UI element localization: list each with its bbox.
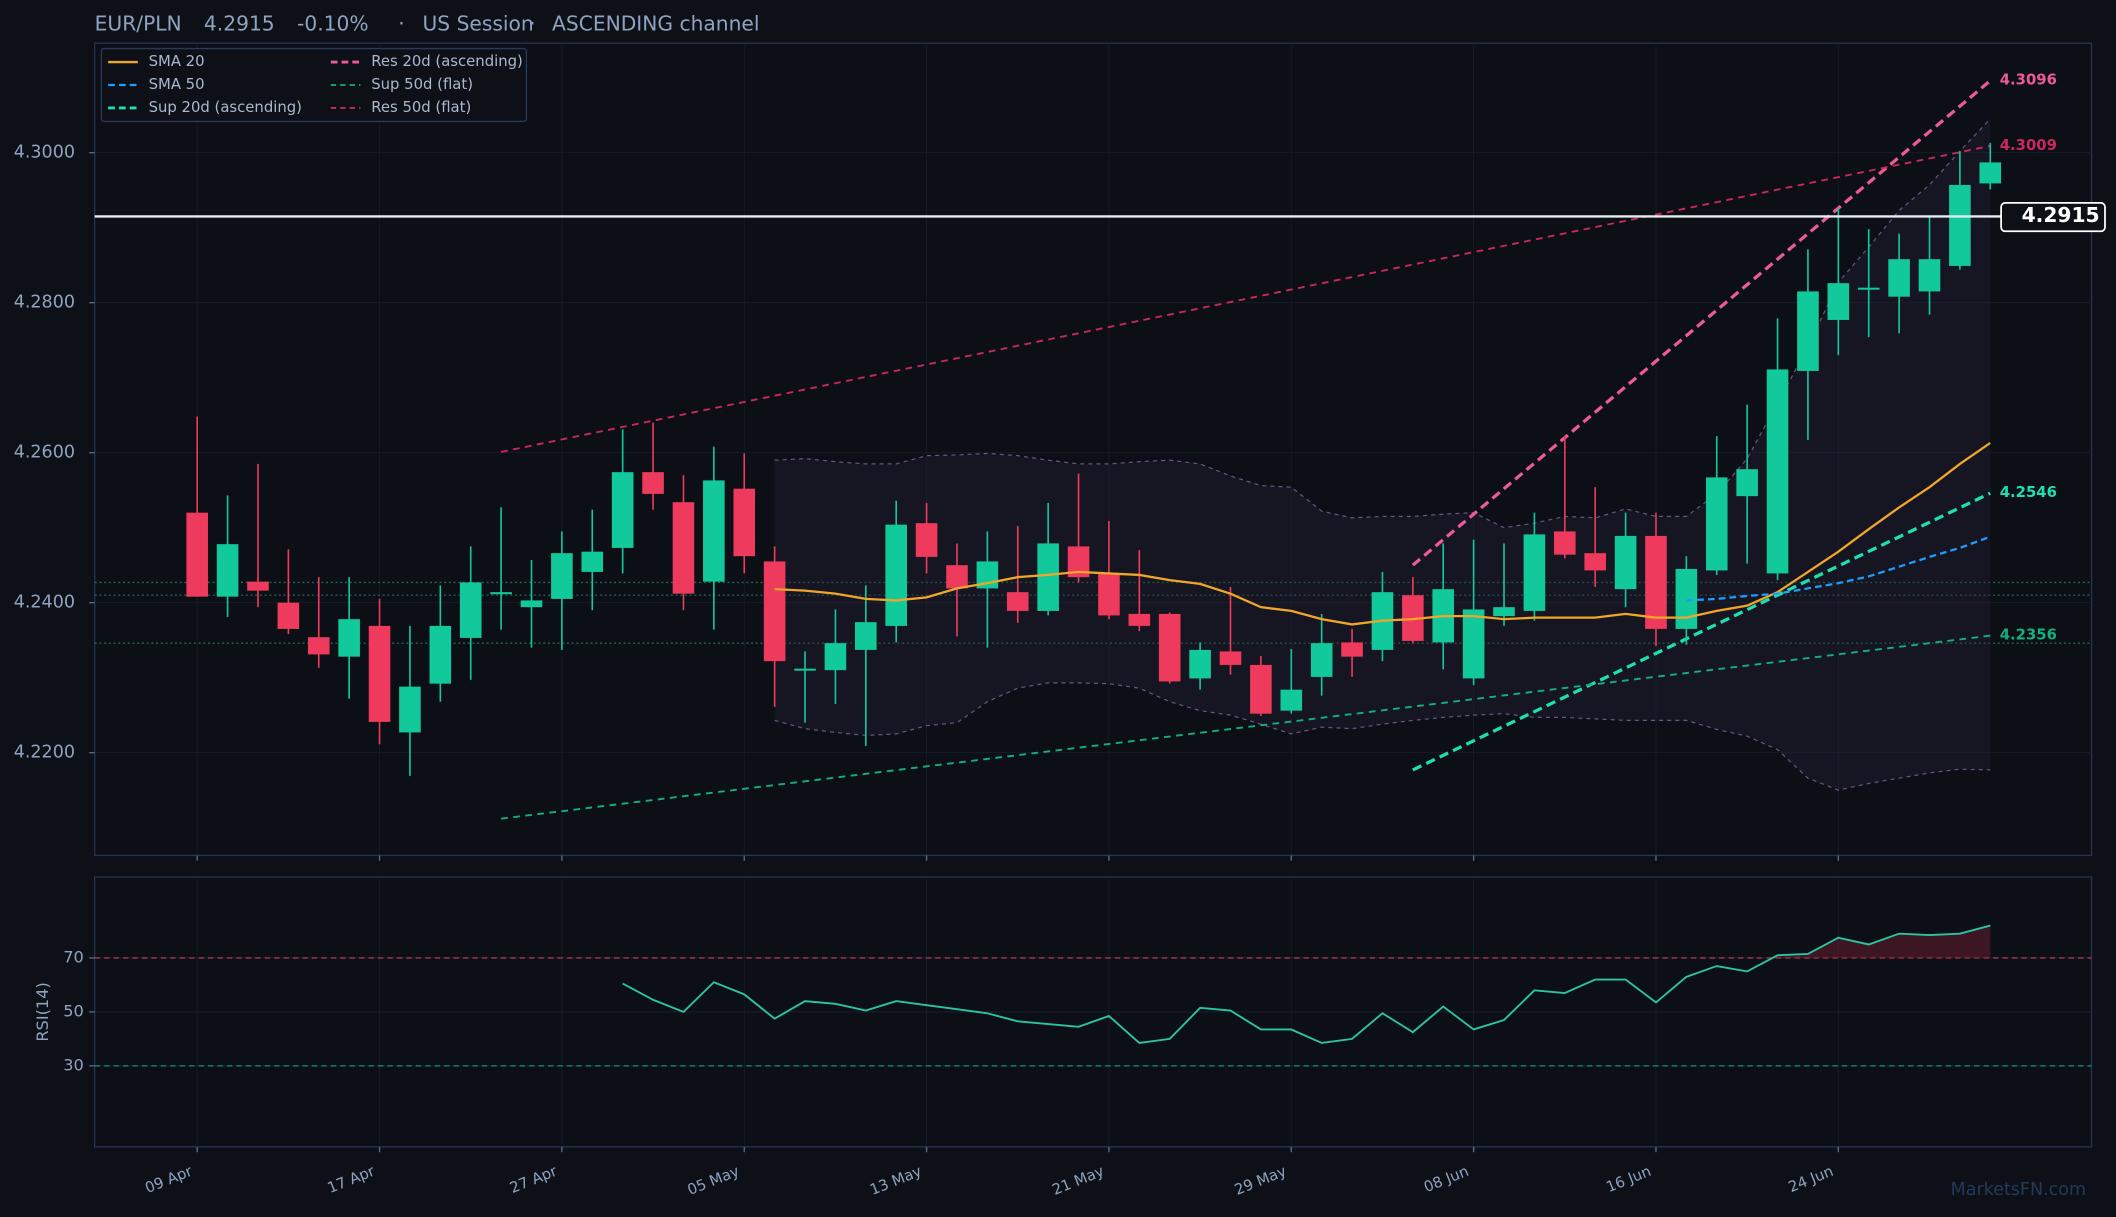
trendline [1412,491,1991,772]
candle-body [368,625,391,722]
candle-body [307,637,330,655]
channel: ASCENDING channel [552,11,759,35]
candle-body [1797,291,1819,371]
title-price: 4.2915 [204,11,275,35]
rsi-tick-label: 70 [63,947,84,966]
rsi-overbought-fill [622,925,1991,958]
candle-body [1736,469,1758,497]
candle-body [429,625,452,684]
candle-body [1827,283,1850,320]
candle-body [1219,651,1242,665]
candle-body [1493,607,1515,617]
candle-body [703,480,725,582]
candle-body [1341,642,1363,657]
candle-body [459,582,482,638]
candle-body [551,553,573,599]
candle-body [1584,553,1606,571]
candle-body [1280,689,1303,711]
trendline-end-label: 4.3096 [2000,72,2057,89]
candle-body [915,523,938,557]
candle-body [490,592,512,595]
candle-body [1645,535,1667,629]
legend-label: Sup 50d (flat) [371,76,473,93]
symbol: EUR/PLN [95,11,182,35]
candle-body [611,472,634,548]
y-tick-label: 4.2200 [14,743,75,763]
candle-body [1918,259,1941,292]
rsi-line [622,924,1991,1044]
candle-body [1766,369,1789,574]
separator: · [398,11,404,35]
trendline [500,144,1991,453]
rsi-tick-label: 30 [63,1055,84,1074]
candle-body [1158,613,1181,682]
candle-body [247,581,269,591]
y-tick-label: 4.2800 [14,293,75,313]
candle-body [277,602,300,629]
legend-label: Sup 20d (ascending) [149,99,302,116]
legend-label: Res 50d (flat) [371,99,471,116]
price-panel [93,42,2093,857]
candle-body [1037,543,1059,611]
trendline-end-label: 4.3009 [2000,137,2057,154]
candle-body [1949,184,1971,266]
candle-body [1006,592,1029,611]
ma-line [1686,535,1991,602]
candle-body [1067,546,1090,578]
trendline-end-label: 4.2546 [2000,484,2057,501]
candle-body [1098,573,1120,616]
candle-body [855,622,877,650]
legend-label: SMA 50 [149,76,205,93]
candle-body [581,551,604,572]
last-price-label: 4.2915 [2022,203,2100,227]
legend-box [100,47,528,123]
candle-body [1310,643,1333,677]
candle-body [946,565,968,589]
rsi-axis-label: RSI(14) [33,982,52,1042]
trendline-end-label: 4.2356 [2000,627,2057,644]
candle-body [216,544,239,597]
candle-body [338,619,360,657]
candle-body [733,488,756,557]
candle-body [763,561,786,662]
separator: · [529,11,535,35]
candle-body [1128,613,1151,626]
candle-body [1614,535,1637,590]
candle-body [1705,477,1728,571]
rsi-tick-label: 50 [63,1001,84,1020]
chart-title: EUR/PLN 4.2915 -0.10% · US Session · ASC… [95,11,760,35]
y-tick-label: 4.2400 [14,593,75,613]
candle-body [1189,649,1211,679]
y-tick-label: 4.2600 [14,443,75,463]
legend-label: Res 20d (ascending) [371,53,523,70]
legend: SMA 20 SMA 50 Sup 20d (ascending) Res 20d (… [100,47,528,123]
candle-body [1554,531,1576,555]
change: -0.10% [297,11,369,35]
candle-body [1250,664,1272,714]
candle-body [1857,287,1880,290]
candle-body [885,524,907,626]
candle-body [520,600,543,608]
candle-body [1523,534,1546,611]
candle-body [824,643,847,671]
last-price-box [2000,202,2106,233]
candle-body [794,668,816,671]
candle-body [1462,609,1485,679]
candle-body [1675,568,1698,629]
legend-label: SMA 20 [149,53,205,70]
candle-body [1888,259,1910,297]
candle-body [399,686,421,733]
candle-body [1979,162,2002,184]
candle-body [672,502,695,594]
session: US Session [423,11,534,35]
y-tick-label: 4.3000 [14,143,75,163]
trendline [1411,79,1992,567]
candle-body [642,472,664,494]
ma-line [774,441,1991,626]
candle-body [186,512,208,597]
watermark: MarketsFN.com [1951,1180,2086,1200]
